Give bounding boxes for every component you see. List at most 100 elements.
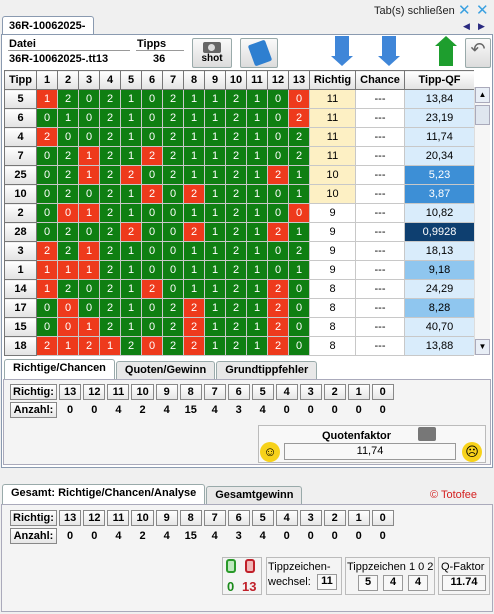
table-row[interactable]: 17 0 0 0 2 1 0 2 2 1 2 1 2 0 8 --- 8,28 (4, 298, 474, 318)
tipp-cell[interactable]: 1 (204, 336, 226, 356)
tipp-cell[interactable]: 0 (141, 298, 163, 318)
col-header-tipp[interactable]: Tipp (4, 70, 37, 90)
scroll-thumb[interactable] (475, 105, 490, 125)
tipp-cell[interactable]: 1 (183, 241, 205, 261)
tipp-cell[interactable]: 1 (78, 203, 100, 223)
tipp-cell[interactable]: 1 (78, 260, 100, 280)
undo-button[interactable]: ↶ (465, 38, 491, 68)
tipp-number[interactable]: 17 (4, 298, 37, 318)
tipp-cell[interactable]: 0 (141, 108, 163, 128)
tipp-cell[interactable]: 2 (288, 108, 310, 128)
tipp-number[interactable]: 4 (4, 127, 37, 147)
tipp-cell[interactable]: 1 (120, 260, 142, 280)
tipp-cell[interactable]: 0 (267, 203, 289, 223)
tipp-cell[interactable]: 1 (246, 260, 268, 280)
tipp-cell[interactable]: 1 (246, 203, 268, 223)
scroll-down-icon[interactable]: ▼ (475, 339, 490, 355)
tipp-cell[interactable]: 2 (225, 336, 247, 356)
tipp-cell[interactable]: 2 (288, 241, 310, 261)
tipp-cell[interactable]: 2 (267, 165, 289, 185)
tipp-cell[interactable]: 0 (288, 89, 310, 109)
tipp-cell[interactable]: 2 (141, 146, 163, 166)
tipp-cell[interactable]: 2 (99, 89, 121, 109)
tipp-cell[interactable]: 0 (57, 203, 79, 223)
tipp-cell[interactable]: 1 (204, 260, 226, 280)
table-row[interactable]: 2 0 0 1 2 1 0 0 1 1 2 1 0 0 9 --- 10,82 (4, 203, 474, 223)
tipp-cell[interactable]: 2 (225, 127, 247, 147)
tipp-cell[interactable]: 1 (99, 336, 121, 356)
tipp-cell[interactable]: 2 (99, 260, 121, 280)
tipp-cell[interactable]: 2 (267, 222, 289, 242)
tipp-cell[interactable]: 0 (288, 279, 310, 299)
tipp-cell[interactable]: 2 (99, 279, 121, 299)
tipp-cell[interactable]: 2 (183, 184, 205, 204)
tipp-cell[interactable]: 0 (36, 222, 58, 242)
tipp-cell[interactable]: 1 (78, 146, 100, 166)
tipp-cell[interactable]: 2 (36, 336, 58, 356)
col-header-game-7[interactable]: 7 (162, 70, 184, 90)
tipp-cell[interactable]: 2 (162, 127, 184, 147)
tipp-cell[interactable]: 2 (225, 260, 247, 280)
tipp-cell[interactable]: 2 (162, 336, 184, 356)
tipp-cell[interactable]: 1 (120, 127, 142, 147)
tipp-cell[interactable]: 1 (246, 279, 268, 299)
table-row[interactable]: 5 1 2 0 2 1 0 2 1 1 2 1 0 0 11 --- 13,84 (4, 89, 474, 109)
tipp-cell[interactable]: 0 (78, 184, 100, 204)
tipp-cell[interactable]: 2 (183, 222, 205, 242)
tipp-cell[interactable]: 0 (267, 127, 289, 147)
tipp-cell[interactable]: 0 (267, 89, 289, 109)
tipp-cell[interactable]: 1 (183, 108, 205, 128)
tipp-cell[interactable]: 2 (99, 298, 121, 318)
tipp-cell[interactable]: 2 (225, 279, 247, 299)
tipp-cell[interactable]: 2 (57, 89, 79, 109)
tipp-cell[interactable]: 2 (183, 336, 205, 356)
col-header-game-2[interactable]: 2 (57, 70, 79, 90)
tipp-cell[interactable]: 2 (57, 165, 79, 185)
tipp-cell[interactable]: 2 (267, 317, 289, 337)
tipp-cell[interactable]: 0 (141, 260, 163, 280)
tipp-cell[interactable]: 2 (99, 184, 121, 204)
tipp-cell[interactable]: 0 (141, 222, 163, 242)
tipp-cell[interactable]: 2 (162, 165, 184, 185)
tipp-cell[interactable]: 2 (183, 317, 205, 337)
tipp-cell[interactable]: 1 (204, 127, 226, 147)
tipp-cell[interactable]: 1 (246, 165, 268, 185)
tipp-cell[interactable]: 1 (246, 298, 268, 318)
tipp-cell[interactable]: 1 (78, 165, 100, 185)
lock-closed-red-icon[interactable] (245, 559, 255, 573)
tipp-cell[interactable]: 2 (162, 146, 184, 166)
tipp-cell[interactable]: 1 (204, 317, 226, 337)
tipp-cell[interactable]: 2 (225, 184, 247, 204)
tipp-cell[interactable]: 0 (267, 260, 289, 280)
tipp-cell[interactable]: 2 (36, 127, 58, 147)
tipp-cell[interactable]: 1 (204, 279, 226, 299)
tipp-cell[interactable]: 0 (78, 298, 100, 318)
tipp-number[interactable]: 5 (4, 89, 37, 109)
table-row[interactable]: 10 0 2 0 2 1 2 0 2 1 2 1 0 1 10 --- 3,87 (4, 184, 474, 204)
tipp-cell[interactable]: 2 (183, 298, 205, 318)
tipp-cell[interactable]: 0 (36, 108, 58, 128)
tipp-cell[interactable]: 1 (204, 146, 226, 166)
tipp-cell[interactable]: 1 (57, 260, 79, 280)
tipp-cell[interactable]: 1 (288, 165, 310, 185)
tipp-cell[interactable]: 0 (162, 203, 184, 223)
tipp-cell[interactable]: 2 (57, 184, 79, 204)
tipp-cell[interactable]: 2 (225, 298, 247, 318)
tipp-cell[interactable]: 2 (162, 317, 184, 337)
tipp-cell[interactable]: 0 (57, 298, 79, 318)
tipp-cell[interactable]: 0 (267, 184, 289, 204)
tipp-cell[interactable]: 2 (225, 165, 247, 185)
tab-gesamtgewinn[interactable]: Gesamtgewinn (206, 486, 303, 504)
tab-scroll-right-icon[interactable]: ▶ (478, 21, 485, 31)
tipp-cell[interactable]: 1 (57, 336, 79, 356)
tipp-cell[interactable]: 2 (162, 298, 184, 318)
tipp-cell[interactable]: 1 (57, 108, 79, 128)
tipp-cell[interactable]: 0 (141, 203, 163, 223)
tipp-cell[interactable]: 2 (225, 222, 247, 242)
tipp-cell[interactable]: 0 (267, 146, 289, 166)
tipp-cell[interactable]: 1 (246, 146, 268, 166)
tipp-cell[interactable]: 0 (36, 203, 58, 223)
tipp-cell[interactable]: 0 (288, 317, 310, 337)
tipp-cell[interactable]: 1 (183, 165, 205, 185)
table-row[interactable]: 7 0 2 1 2 1 2 2 1 1 2 1 0 2 11 --- 20,34 (4, 146, 474, 166)
